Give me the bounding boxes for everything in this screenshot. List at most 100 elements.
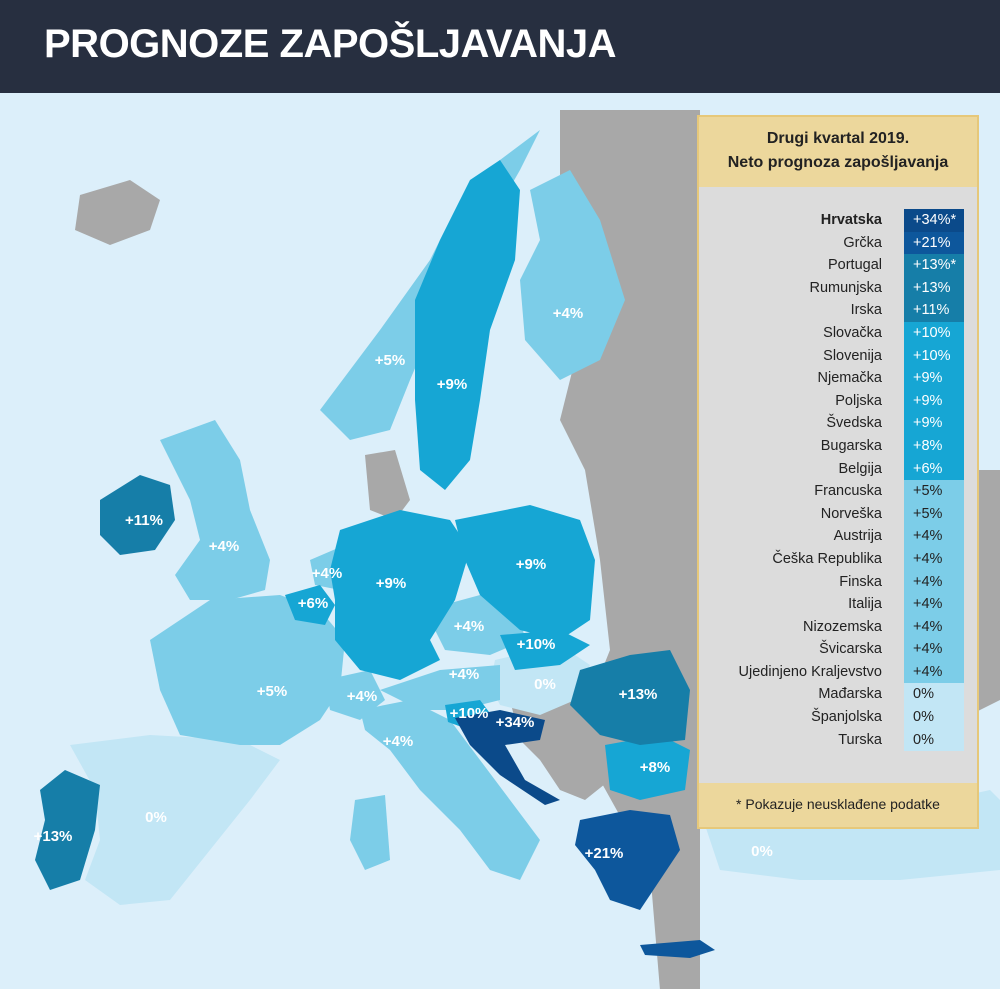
legend-row: Nizozemska +4% [699, 615, 977, 639]
label-norway: +5% [375, 352, 405, 369]
legend-country-name: Hrvatska [820, 212, 882, 228]
legend-value: +21% [913, 234, 951, 251]
label-bulgaria: +8% [640, 759, 670, 776]
country-sweden [415, 160, 520, 490]
legend-country-name: Francuska [814, 483, 882, 500]
legend-color-swatch [904, 728, 964, 752]
label-italy: +4% [383, 733, 413, 750]
header-bar: PROGNOZE ZAPOŠLJAVANJA [0, 0, 1000, 93]
legend-row: Češka Republika +4% [699, 547, 977, 571]
legend-row: Italija +4% [699, 593, 977, 616]
label-turkey: 0% [751, 843, 773, 860]
legend-color-swatch [904, 660, 964, 684]
legend-value: +8% [913, 437, 943, 454]
legend-country-name: Nizozemska [803, 618, 882, 635]
legend-row: Mađarska 0% [699, 683, 977, 707]
legend-country-name: Belgija [838, 460, 882, 477]
legend-color-swatch [904, 434, 964, 458]
label-hungary: 0% [534, 676, 556, 693]
label-sweden: +9% [437, 376, 467, 393]
legend-country-name: Švedska [826, 415, 882, 432]
legend-color-swatch [904, 367, 964, 390]
label-romania: +13% [619, 686, 658, 703]
label-france: +5% [257, 683, 287, 700]
legend-color-swatch [904, 231, 964, 255]
country-portugal [35, 770, 100, 890]
country-greece [575, 810, 680, 910]
legend-color-swatch [904, 570, 964, 594]
legend-row: Austrija +4% [699, 525, 977, 548]
legend-value: +5% [913, 483, 943, 500]
country-switzerland [325, 670, 385, 720]
legend-color-swatch [904, 525, 964, 548]
label-poland: +9% [516, 556, 546, 573]
legend-row: Bugarska +8% [699, 434, 977, 458]
label-uk: +4% [209, 538, 239, 555]
label-netherlands: +4% [312, 565, 342, 582]
country-germany [330, 510, 470, 680]
label-austria: +4% [449, 666, 479, 683]
label-ireland: +11% [125, 512, 163, 529]
legend-country-name: Bugarska [820, 437, 882, 454]
label-slovakia: +10% [517, 636, 556, 653]
legend-value: +6% [913, 460, 943, 477]
legend-color-swatch [904, 254, 964, 277]
country-austria [380, 665, 500, 710]
label-slovenia: +10% [450, 705, 489, 722]
legend-row: Poljska +9% [699, 389, 977, 413]
legend-row: Grčka +21% [699, 231, 977, 255]
legend-color-swatch [904, 457, 964, 481]
legend-color-swatch [904, 638, 964, 661]
legend-value: +4% [913, 528, 943, 545]
label-finland: +4% [553, 305, 583, 322]
legend-heading-line1: Drugi kvartal 2019. [766, 130, 910, 147]
legend-value: +13% [913, 279, 951, 296]
legend-value: +4% [913, 573, 943, 590]
legend-color-swatch [904, 412, 964, 435]
country-crete [640, 940, 715, 958]
legend-country-name: Turska [838, 731, 882, 748]
label-croatia: +34% [496, 714, 535, 731]
label-germany: +9% [376, 575, 406, 592]
legend-country-name: Finska [839, 573, 882, 590]
legend-country-name: Ujedinjeno Kraljevstvo [738, 663, 882, 680]
legend-row: Njemačka +9% [699, 367, 977, 390]
country-belgium [285, 585, 335, 625]
legend-color-swatch [904, 344, 964, 368]
legend-color-swatch [904, 480, 964, 503]
label-portugal: +13% [34, 828, 73, 845]
legend-color-swatch [904, 389, 964, 413]
country-bulgaria [605, 735, 690, 800]
legend-value: +13%* [913, 257, 957, 274]
denmark [365, 450, 410, 520]
legend-value: 0% [913, 709, 934, 726]
legend-country-name: Njemačka [817, 370, 882, 387]
country-uk [160, 420, 270, 600]
country-finland [520, 170, 625, 380]
legend-country-name: Mađarska [818, 686, 882, 703]
legend-value: +11% [913, 302, 950, 319]
legend-value: +34%* [913, 212, 957, 228]
legend-color-swatch [904, 321, 964, 345]
legend-row: Slovenija +10% [699, 344, 977, 368]
legend-value: +4% [913, 550, 943, 567]
legend-row: Portugal +13%* [699, 254, 977, 277]
label-belgium: +6% [298, 595, 328, 612]
label-czech: +4% [454, 618, 484, 635]
legend-color-swatch [904, 615, 964, 639]
legend-value: +4% [913, 618, 943, 635]
label-greece: +21% [585, 845, 624, 862]
legend-row: Irska +11% [699, 299, 977, 322]
page-title: PROGNOZE ZAPOŠLJAVANJA [44, 22, 617, 66]
legend-country-name: Češka Republika [772, 550, 882, 567]
legend-country-name: Grčka [843, 234, 882, 251]
legend-row: Hrvatska +34%* [699, 209, 977, 232]
legend-color-swatch [904, 299, 964, 322]
legend-panel: Drugi kvartal 2019. Neto prognoza zapošl… [697, 115, 979, 829]
legend-list: Hrvatska +34%* Grčka +21% Portugal +13%* Rumun… [699, 209, 977, 752]
legend-country-name: Austrija [833, 528, 882, 545]
legend-country-name: Portugal [827, 257, 882, 274]
legend-value: +9% [913, 392, 943, 409]
legend-color-swatch [904, 502, 964, 526]
legend-color-swatch [904, 209, 964, 232]
